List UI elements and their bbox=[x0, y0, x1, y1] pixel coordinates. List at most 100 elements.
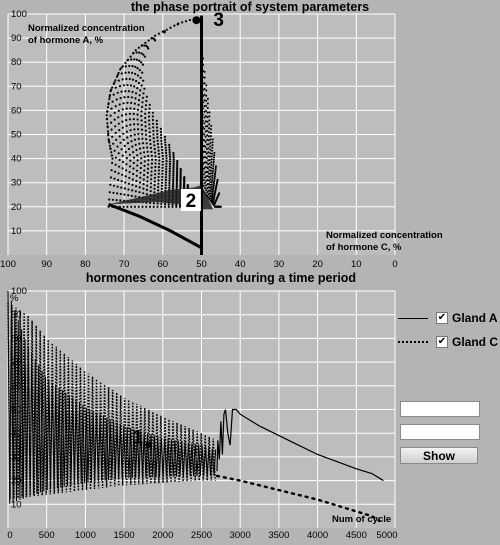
phase-point bbox=[213, 175, 216, 178]
phase-point bbox=[112, 184, 116, 187]
phase-point bbox=[136, 113, 139, 116]
time-x-tick-label: 3000 bbox=[230, 530, 251, 541]
phase-point bbox=[205, 175, 208, 178]
phase-point bbox=[207, 139, 210, 142]
phase-x-tick-label: 100 bbox=[0, 259, 16, 270]
phase-point bbox=[172, 151, 175, 155]
phase-point bbox=[205, 152, 208, 155]
series-tail bbox=[215, 474, 381, 523]
phase-point bbox=[129, 107, 132, 110]
phase-point bbox=[131, 90, 134, 94]
phase-arc-point bbox=[188, 18, 191, 22]
time-x-tick-label: 2000 bbox=[152, 530, 173, 541]
phase-arc-point bbox=[173, 24, 176, 27]
phase-point bbox=[136, 154, 139, 157]
phase-point bbox=[115, 199, 118, 202]
phase-point bbox=[121, 78, 124, 81]
phase-point bbox=[146, 150, 149, 153]
phase-point bbox=[135, 58, 139, 61]
phase-point bbox=[149, 201, 152, 204]
phase-point bbox=[154, 151, 157, 154]
phase-point bbox=[168, 179, 171, 182]
phase-point bbox=[143, 151, 146, 154]
phase-point bbox=[107, 132, 110, 135]
phase-point bbox=[211, 172, 214, 175]
phase-point bbox=[165, 151, 168, 155]
phase-point bbox=[120, 186, 123, 189]
phase-point bbox=[208, 165, 211, 168]
phase-point bbox=[212, 165, 215, 168]
phase-x-tick-label: 50 bbox=[196, 259, 207, 270]
phase-point bbox=[151, 158, 154, 161]
phase-point bbox=[202, 184, 205, 187]
phase-point bbox=[139, 171, 142, 174]
phase-point bbox=[164, 141, 167, 144]
phase-point bbox=[213, 151, 216, 154]
phase-point bbox=[205, 89, 208, 92]
gland-c-checkbox[interactable]: ✔ bbox=[436, 336, 448, 348]
input-field-1[interactable] bbox=[400, 401, 480, 417]
phase-point bbox=[132, 112, 135, 115]
phase-point bbox=[114, 131, 117, 135]
phase-point bbox=[205, 104, 208, 107]
phase-point bbox=[145, 142, 148, 145]
phase-arc-point bbox=[112, 82, 115, 85]
phase-point bbox=[128, 176, 131, 179]
annotation-box-2 bbox=[180, 188, 201, 211]
phase-point bbox=[168, 155, 172, 158]
phase-point bbox=[152, 129, 155, 132]
phase-point bbox=[207, 163, 210, 166]
phase-point bbox=[176, 159, 179, 163]
phase-arc-point bbox=[108, 141, 111, 144]
phase-point bbox=[143, 155, 146, 158]
phase-point bbox=[124, 150, 127, 154]
legend-label-gland-a: Gland A bbox=[452, 311, 498, 325]
phase-point bbox=[125, 130, 128, 133]
phase-point bbox=[122, 84, 125, 87]
phase-point bbox=[213, 156, 215, 159]
phase-point bbox=[213, 179, 216, 181]
phase-point bbox=[149, 142, 152, 146]
phase-point bbox=[168, 172, 171, 175]
phase-point bbox=[207, 147, 210, 150]
phase-point bbox=[157, 149, 160, 152]
phase-arc-point bbox=[124, 61, 127, 65]
input-field-2[interactable] bbox=[400, 424, 480, 440]
phase-point bbox=[214, 205, 216, 208]
phase-point bbox=[108, 95, 111, 99]
phase-portrait-chart: 100 90 80 70 60 50 40 30 20 10 0100908070605040302… bbox=[0, 0, 443, 270]
show-button[interactable]: Show bbox=[400, 447, 478, 464]
phase-point bbox=[111, 135, 114, 138]
phase-point bbox=[126, 101, 129, 104]
phase-point bbox=[146, 176, 149, 179]
phase-point bbox=[137, 99, 141, 102]
phase-point bbox=[210, 124, 213, 127]
phase-point bbox=[206, 107, 209, 109]
phase-point bbox=[125, 169, 128, 172]
phase-point bbox=[208, 123, 211, 126]
phase-point bbox=[114, 156, 117, 159]
phase-point bbox=[157, 175, 160, 179]
phase-point bbox=[208, 155, 211, 158]
phase-point bbox=[127, 95, 130, 99]
phase-point bbox=[122, 138, 125, 141]
phase-point bbox=[118, 165, 121, 168]
gland-a-checkbox[interactable]: ✔ bbox=[436, 312, 448, 324]
phase-point bbox=[172, 160, 175, 163]
phase-point bbox=[172, 168, 175, 171]
phase-point bbox=[208, 169, 211, 172]
phase-point bbox=[145, 188, 149, 191]
time-y-tick-label: 50 bbox=[11, 405, 22, 416]
phase-point bbox=[175, 203, 178, 207]
phase-point bbox=[127, 147, 131, 151]
phase-point bbox=[208, 195, 211, 198]
phase-point bbox=[204, 145, 207, 148]
phase-point bbox=[145, 193, 148, 196]
phase-point bbox=[207, 193, 210, 196]
phase-point bbox=[172, 176, 175, 179]
legend-swatch-gland-c bbox=[398, 341, 428, 343]
phase-point bbox=[152, 140, 156, 143]
phase-point bbox=[209, 138, 212, 141]
phase-point bbox=[172, 182, 175, 186]
phase-point bbox=[133, 133, 136, 136]
